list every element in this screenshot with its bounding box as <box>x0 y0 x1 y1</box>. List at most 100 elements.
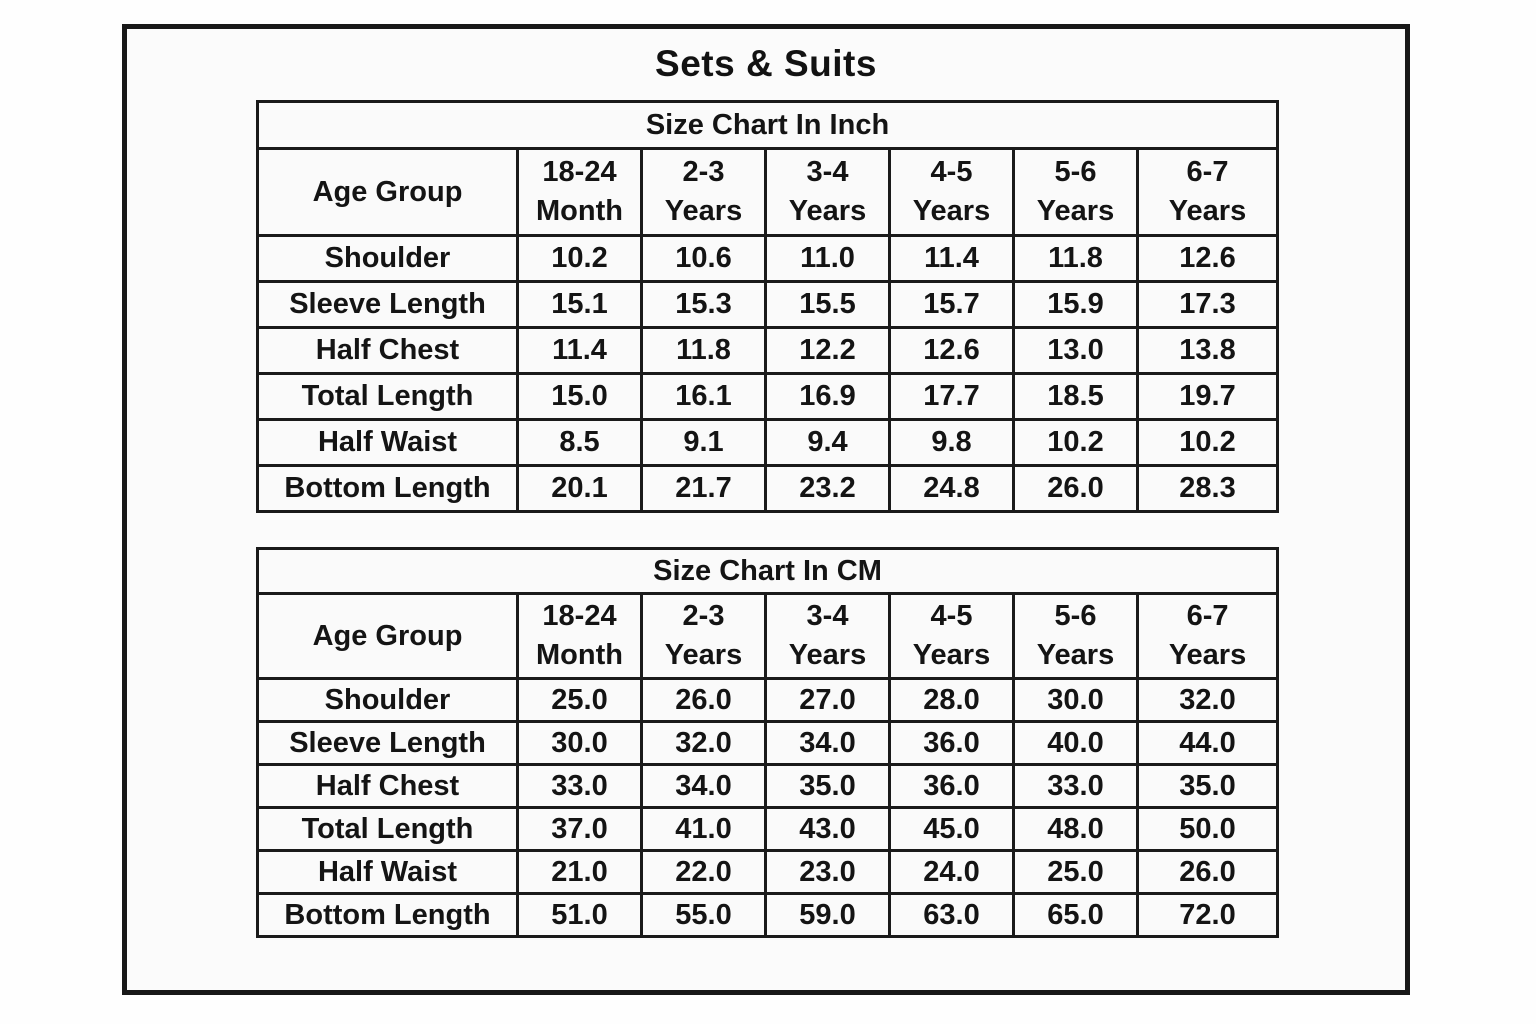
value-cell: 55.0 <box>640 892 767 938</box>
value-cell: 12.6 <box>1135 234 1280 283</box>
size-chart-inch-table: Size Chart In Inch Age Group 18-24 Month 2-… <box>255 100 1280 513</box>
age-column-header-label: 4-5 Years <box>912 155 991 227</box>
row-label-cell: Shoulder <box>256 677 519 723</box>
age-column-header-label: 3-4 Years <box>788 155 867 227</box>
value-cell: 15.5 <box>764 280 891 329</box>
value-cell: 9.8 <box>888 418 1015 467</box>
table-row: Total Length 15.0 16.1 16.9 17.7 18.5 19.7 <box>256 372 1280 421</box>
age-column-header: 3-4 Years <box>764 147 891 237</box>
size-chart-cm-table: Size Chart In CM Age Group 18-24 Month 2-3 … <box>255 547 1280 938</box>
age-column-header-label: 2-3 Years <box>664 599 743 671</box>
value-cell: 9.1 <box>640 418 767 467</box>
value-cell: 36.0 <box>888 720 1015 766</box>
value-cell: 35.0 <box>1135 763 1280 809</box>
age-column-header: 6-7 Years <box>1135 147 1280 237</box>
row-label-cell: Half Waist <box>256 418 519 467</box>
value-cell: 30.0 <box>516 720 643 766</box>
row-label-cell: Total Length <box>256 806 519 852</box>
value-cell: 50.0 <box>1135 806 1280 852</box>
age-column-header: 18-24 Month <box>516 592 643 680</box>
age-column-header: 18-24 Month <box>516 147 643 237</box>
row-label-cell: Half Waist <box>256 849 519 895</box>
table-header-row: Age Group 18-24 Month 2-3 Years 3-4 Years 4-… <box>256 147 1280 237</box>
age-column-header: 2-3 Years <box>640 592 767 680</box>
value-cell: 9.4 <box>764 418 891 467</box>
table-title-row: Size Chart In Inch <box>255 100 1280 150</box>
value-cell: 23.2 <box>764 464 891 513</box>
value-cell: 34.0 <box>764 720 891 766</box>
value-cell: 17.7 <box>888 372 1015 421</box>
value-cell: 18.5 <box>1012 372 1139 421</box>
value-cell: 72.0 <box>1135 892 1280 938</box>
age-column-header: 4-5 Years <box>888 147 1015 237</box>
value-cell: 33.0 <box>516 763 643 809</box>
value-cell: 11.4 <box>516 326 643 375</box>
table-row: Sleeve Length 15.1 15.3 15.5 15.7 15.9 17.3 <box>256 280 1280 329</box>
size-chart-frame: Sets & Suits Size Chart In Inch Age Group… <box>122 24 1410 995</box>
value-cell: 32.0 <box>1135 677 1280 723</box>
value-cell: 24.0 <box>888 849 1015 895</box>
age-column-header-label: 18-24 Month <box>536 155 623 227</box>
value-cell: 59.0 <box>764 892 891 938</box>
value-cell: 25.0 <box>1012 849 1139 895</box>
value-cell: 10.6 <box>640 234 767 283</box>
age-column-header: 3-4 Years <box>764 592 891 680</box>
row-label-cell: Sleeve Length <box>256 280 519 329</box>
corner-header-cell: Age Group <box>256 592 519 680</box>
value-cell: 15.7 <box>888 280 1015 329</box>
value-cell: 34.0 <box>640 763 767 809</box>
value-cell: 10.2 <box>516 234 643 283</box>
value-cell: 63.0 <box>888 892 1015 938</box>
table-row: Bottom Length 20.1 21.7 23.2 24.8 26.0 28.3 <box>256 464 1280 513</box>
value-cell: 35.0 <box>764 763 891 809</box>
value-cell: 15.3 <box>640 280 767 329</box>
value-cell: 40.0 <box>1012 720 1139 766</box>
age-column-header: 5-6 Years <box>1012 147 1139 237</box>
table-row: Half Waist 21.0 22.0 23.0 24.0 25.0 26.0 <box>256 849 1280 895</box>
age-column-header: 2-3 Years <box>640 147 767 237</box>
value-cell: 48.0 <box>1012 806 1139 852</box>
value-cell: 11.8 <box>1012 234 1139 283</box>
value-cell: 65.0 <box>1012 892 1139 938</box>
age-column-header-label: 4-5 Years <box>912 599 991 671</box>
size-chart-inch-table-body: Size Chart In Inch Age Group 18-24 Month 2-… <box>255 100 1280 513</box>
value-cell: 12.2 <box>764 326 891 375</box>
row-label-cell: Sleeve Length <box>256 720 519 766</box>
value-cell: 20.1 <box>516 464 643 513</box>
table-header-row: Age Group 18-24 Month 2-3 Years 3-4 Years 4-… <box>256 592 1280 680</box>
age-column-header-label: 3-4 Years <box>788 599 867 671</box>
age-column-header-label: 5-6 Years <box>1036 155 1115 227</box>
value-cell: 26.0 <box>640 677 767 723</box>
value-cell: 16.1 <box>640 372 767 421</box>
value-cell: 10.2 <box>1135 418 1280 467</box>
page-title: Sets & Suits <box>655 43 877 84</box>
age-column-header: 6-7 Years <box>1135 592 1280 680</box>
value-cell: 43.0 <box>764 806 891 852</box>
value-cell: 36.0 <box>888 763 1015 809</box>
table-row: Sleeve Length 30.0 32.0 34.0 36.0 40.0 44.0 <box>256 720 1280 766</box>
age-column-header-label: 5-6 Years <box>1036 599 1115 671</box>
value-cell: 44.0 <box>1135 720 1280 766</box>
row-label-cell: Half Chest <box>256 763 519 809</box>
value-cell: 45.0 <box>888 806 1015 852</box>
value-cell: 13.8 <box>1135 326 1280 375</box>
age-column-header-label: 6-7 Years <box>1168 155 1247 227</box>
table-row: Shoulder 10.2 10.6 11.0 11.4 11.8 12.6 <box>256 234 1280 283</box>
value-cell: 28.0 <box>888 677 1015 723</box>
value-cell: 11.0 <box>764 234 891 283</box>
age-column-header: 5-6 Years <box>1012 592 1139 680</box>
value-cell: 16.9 <box>764 372 891 421</box>
table-title: Size Chart In Inch <box>255 100 1280 150</box>
value-cell: 26.0 <box>1135 849 1280 895</box>
value-cell: 21.7 <box>640 464 767 513</box>
corner-header-cell: Age Group <box>256 147 519 237</box>
value-cell: 15.0 <box>516 372 643 421</box>
value-cell: 11.8 <box>640 326 767 375</box>
value-cell: 37.0 <box>516 806 643 852</box>
value-cell: 51.0 <box>516 892 643 938</box>
table-row: Total Length 37.0 41.0 43.0 45.0 48.0 50.0 <box>256 806 1280 852</box>
value-cell: 10.2 <box>1012 418 1139 467</box>
value-cell: 28.3 <box>1135 464 1280 513</box>
value-cell: 8.5 <box>516 418 643 467</box>
